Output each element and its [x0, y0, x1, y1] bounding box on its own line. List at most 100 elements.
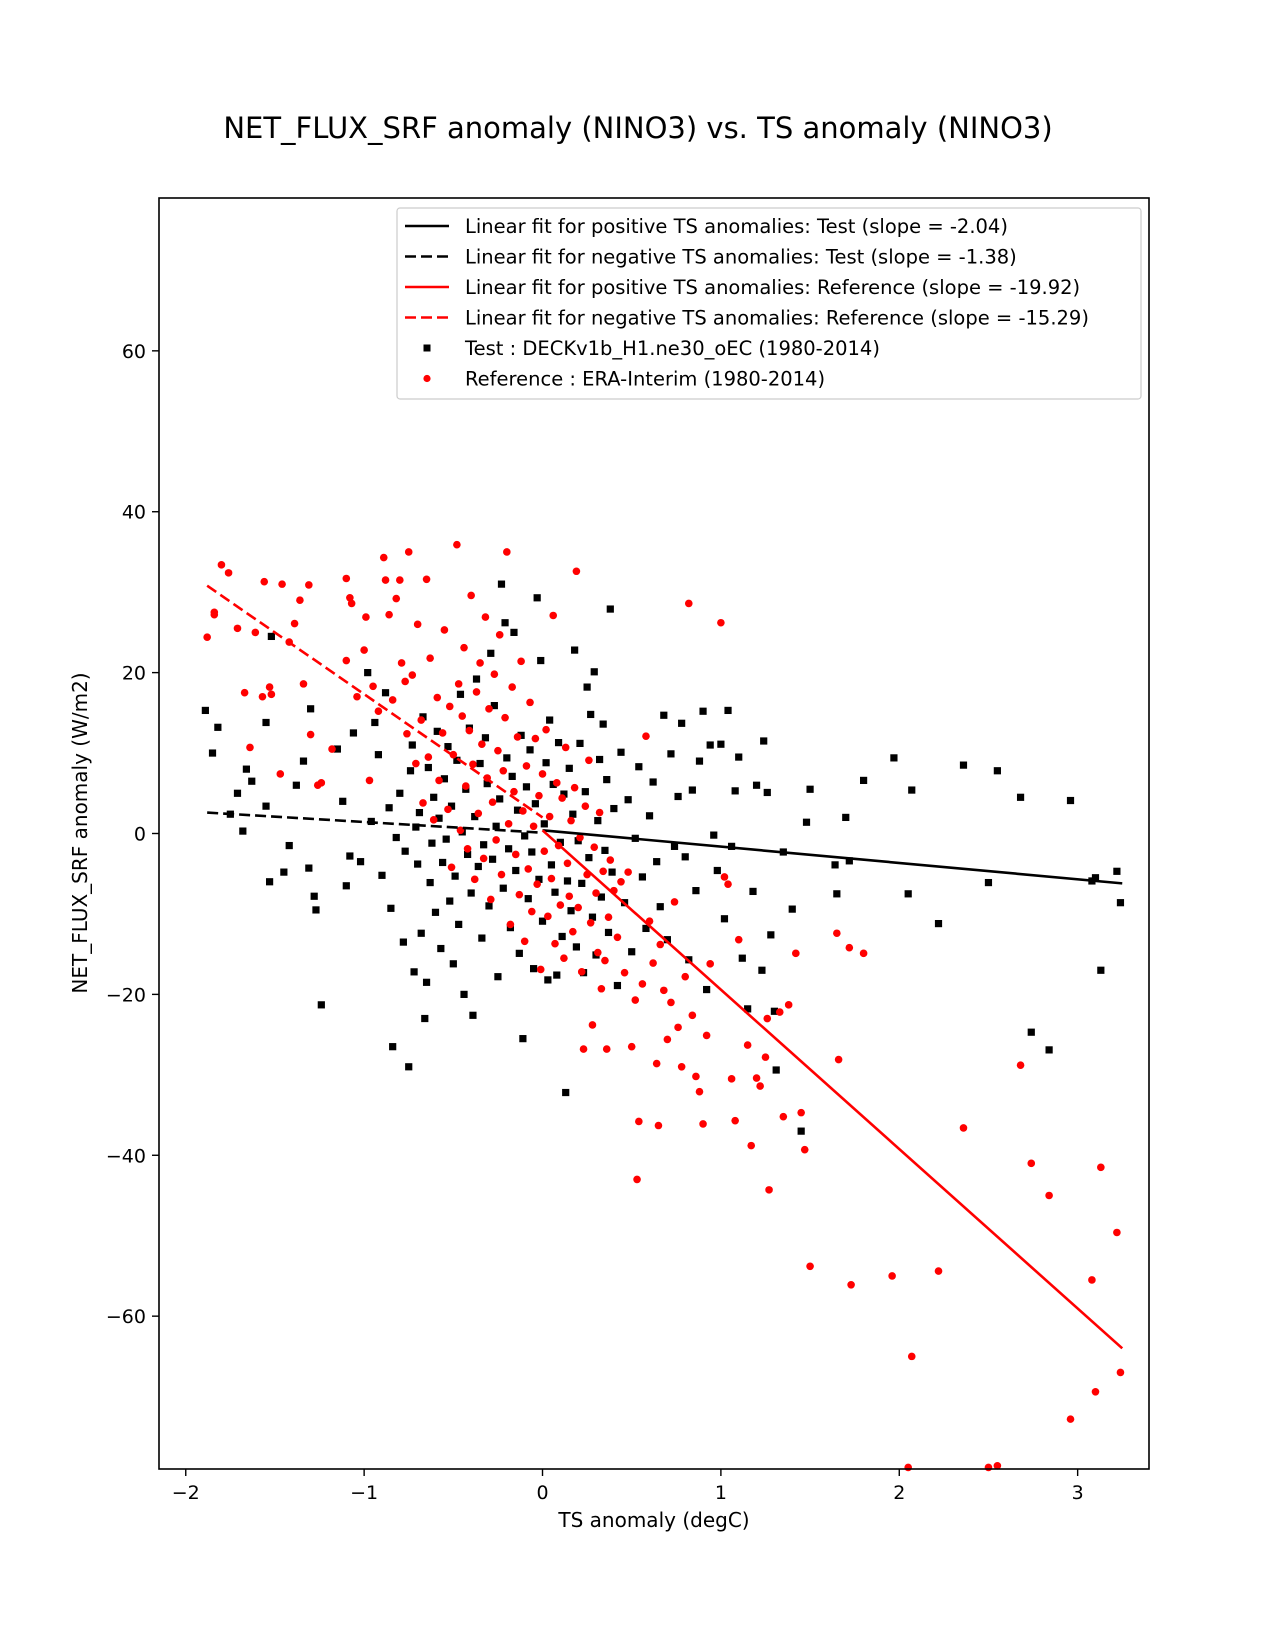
reference-point-0: [203, 633, 211, 642]
reference-point-33: [374, 707, 383, 716]
y-axis: −60 −40 −20 0 20 40 60: [106, 341, 159, 1328]
reference-point-9: [258, 692, 267, 701]
test-point-120: [547, 861, 556, 869]
reference-point-70: [469, 760, 477, 769]
test-point-162: [635, 763, 643, 771]
x-tick-label: 2: [893, 1482, 905, 1504]
test-point-147: [595, 755, 604, 764]
test-point-134: [572, 943, 581, 951]
test-point-100: [512, 866, 520, 875]
reference-point-62: [454, 680, 463, 688]
reference-point-111: [542, 725, 550, 734]
reference-point-92: [508, 683, 516, 691]
reference-point-150: [617, 877, 625, 886]
reference-point-218: [1116, 1368, 1125, 1377]
test-point-169: [660, 711, 668, 719]
reference-point-121: [560, 954, 568, 962]
reference-point-69: [467, 591, 475, 600]
test-positive-fit-line: [542, 828, 1123, 885]
test-point-197: [763, 788, 771, 797]
reference-point-213: [1066, 1415, 1075, 1423]
reference-point-212: [1045, 1191, 1053, 1200]
reference-point-146: [604, 913, 613, 921]
reference-point-104: [529, 822, 538, 831]
reference-point-88: [501, 713, 509, 722]
test-point-86: [487, 649, 495, 657]
reference-point-57: [444, 805, 452, 814]
test-point-178: [692, 887, 700, 895]
reference-point-16: [290, 619, 299, 628]
reference-point-173: [692, 1072, 700, 1081]
reference-point-79: [485, 705, 493, 713]
test-point-15: [299, 757, 308, 765]
test-point-16: [305, 864, 313, 872]
test-point-40: [405, 1063, 413, 1071]
reference-point-8: [251, 628, 260, 637]
reference-point-151: [620, 968, 629, 977]
reference-point-180: [724, 880, 732, 888]
test-point-54: [430, 793, 438, 801]
test-point-204: [802, 818, 811, 826]
reference-point-140: [594, 948, 602, 957]
reference-positive-fit-line: [541, 829, 1124, 1350]
reference-point-38: [392, 594, 401, 603]
legend-swatch: [423, 374, 431, 383]
test-point-113: [535, 875, 543, 883]
test-point-148: [597, 893, 605, 901]
reference-point-206: [934, 1267, 943, 1275]
test-point-139: [581, 788, 589, 796]
test-point-184: [713, 866, 721, 875]
reference-point-187: [756, 1082, 764, 1090]
test-point-25: [349, 729, 358, 737]
reference-point-71: [470, 875, 479, 884]
test-point-203: [797, 1127, 805, 1135]
test-point-91: [496, 795, 504, 803]
test-point-8: [262, 802, 270, 810]
test-point-39: [401, 847, 409, 855]
test-point-183: [710, 831, 718, 839]
reference-point-83: [492, 836, 500, 844]
test-point-149: [599, 720, 607, 728]
test-point-211: [890, 754, 898, 762]
reference-point-112: [544, 912, 552, 921]
test-point-103: [517, 731, 525, 739]
test-point-110: [529, 965, 538, 973]
reference-point-37: [388, 696, 397, 704]
reference-point-203: [888, 1272, 896, 1280]
reference-point-32: [369, 682, 377, 691]
reference-point-116: [551, 939, 559, 948]
test-point-190: [735, 753, 743, 761]
test-point-215: [959, 761, 968, 769]
test-point-115: [538, 917, 547, 925]
reference-point-145: [602, 1045, 611, 1053]
reference-point-95: [513, 733, 522, 741]
reference-point-5: [233, 624, 242, 633]
test-point-168: [656, 903, 664, 911]
reference-point-47: [417, 716, 426, 724]
test-point-146: [594, 817, 602, 825]
reference-point-63: [456, 826, 465, 835]
x-tick-label: 3: [1072, 1482, 1084, 1504]
test-point-150: [601, 846, 609, 854]
reference-point-154: [631, 996, 640, 1004]
reference-point-171: [684, 599, 693, 608]
test-point-92: [497, 580, 506, 588]
legend-item-1: Linear fit for negative TS anomalies: Te…: [405, 246, 1017, 269]
test-point-14: [292, 781, 300, 789]
reference-point-80: [486, 895, 495, 904]
reference-point-94: [511, 850, 520, 859]
reference-point-135: [585, 756, 593, 765]
reference-point-167: [670, 898, 679, 906]
test-point-82: [480, 841, 488, 849]
reference-point-41: [401, 677, 409, 686]
legend-swatch: [423, 344, 431, 352]
reference-point-125: [567, 816, 575, 825]
test-point-206: [831, 861, 839, 869]
test-point-205: [806, 785, 814, 793]
reference-negative-fit-line: [206, 584, 544, 819]
reference-point-87: [499, 766, 508, 775]
reference-point-152: [624, 868, 632, 876]
reference-point-77: [481, 613, 490, 621]
test-point-95: [503, 754, 511, 762]
reference-point-170: [681, 972, 690, 981]
